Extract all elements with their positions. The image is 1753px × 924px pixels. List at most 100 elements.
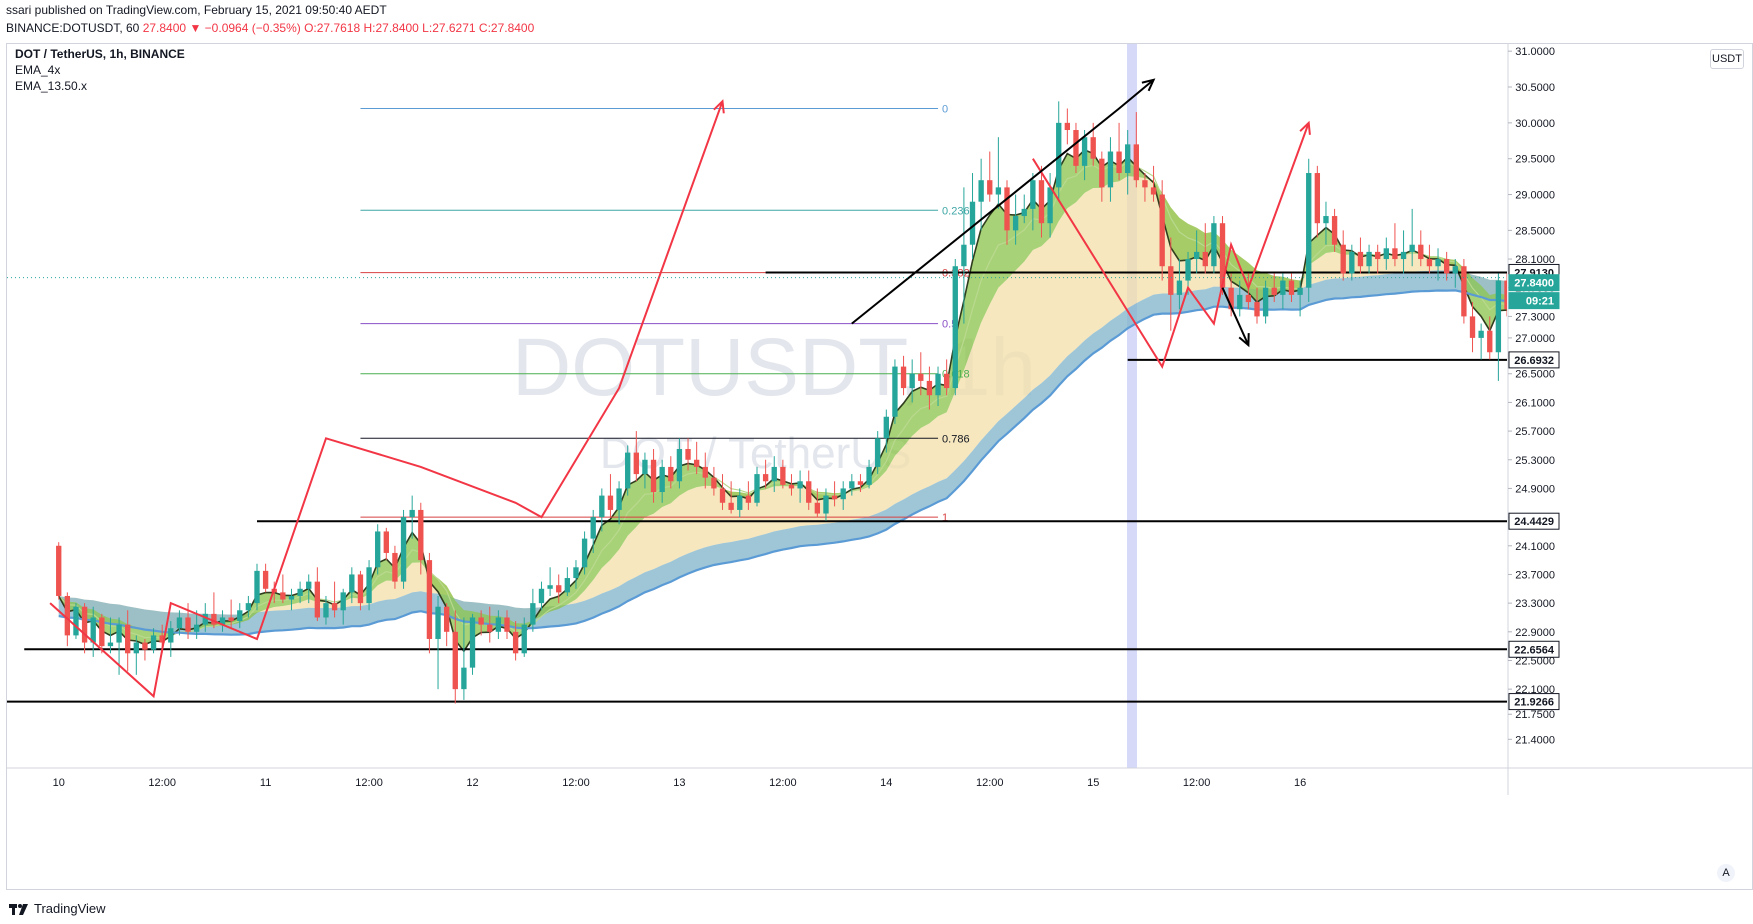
y-tick-label: 22.5000 (1515, 655, 1555, 667)
last-price: 27.8400 (142, 21, 187, 35)
candle-body (469, 617, 476, 668)
currency-button[interactable]: USDT (1710, 49, 1744, 69)
candle-body (633, 452, 639, 475)
red-zigzag-drawing (49, 100, 724, 699)
legend-title[interactable]: DOT / TetherUS, 1h, BINANCE (15, 47, 185, 61)
candle-body (556, 585, 562, 593)
candle-body (806, 481, 812, 503)
candle (521, 617, 527, 657)
candle (1004, 180, 1010, 245)
y-tick-label: 21.4000 (1515, 734, 1555, 746)
candle-body (1099, 158, 1105, 188)
tradingview-logo-icon (9, 903, 28, 915)
candle (1306, 158, 1312, 303)
candle-body (357, 574, 364, 604)
candle (1150, 165, 1157, 202)
candle-body (461, 667, 467, 690)
candle-body (693, 459, 700, 467)
candle-body (849, 481, 855, 489)
candle (1168, 237, 1174, 331)
candle (1504, 273, 1507, 317)
candle (530, 588, 536, 632)
candle-body (400, 517, 407, 582)
candle-body (1228, 287, 1234, 310)
candle-body (1159, 194, 1165, 267)
candle (1487, 316, 1493, 360)
candle-body (1073, 130, 1079, 166)
candle-body (383, 531, 389, 553)
candle (909, 359, 915, 403)
black-down-arrow (1221, 287, 1250, 346)
candle (418, 502, 424, 575)
price-tag: 22.6564 (1508, 640, 1560, 658)
price-tag-label: 21.9266 (1514, 697, 1554, 709)
y-tick-label: 29.5000 (1515, 154, 1555, 166)
x-tick-label: 10 (53, 777, 65, 789)
candle-body (668, 466, 674, 482)
candle (754, 466, 760, 507)
candle-body (202, 613, 208, 625)
candle-body (788, 484, 795, 489)
symbol-ohlc-line: BINANCE:DOTUSDT, 60 27.8400 ▼ −0.0964 (−… (6, 21, 534, 35)
candle (633, 431, 639, 482)
candle-body (1081, 137, 1088, 166)
candle-body (73, 606, 79, 636)
candle-body (1237, 294, 1243, 310)
candle-body (711, 477, 717, 489)
candle (142, 638, 148, 661)
candle (564, 567, 571, 596)
candle (556, 574, 562, 604)
candle-body (702, 466, 708, 478)
candle-body (150, 635, 157, 650)
red-projection-drawing (1032, 122, 1310, 369)
x-tick-label: 12 (466, 777, 478, 789)
candle (1461, 259, 1467, 324)
candle (685, 438, 691, 471)
candle (487, 606, 493, 643)
candle-body (193, 624, 200, 632)
y-tick-label: 25.7000 (1515, 426, 1555, 438)
legend-ema-fast[interactable]: EMA_4x (15, 63, 61, 77)
candle (1237, 280, 1243, 317)
candle (935, 366, 941, 406)
candle (1047, 173, 1053, 238)
candle (1340, 230, 1346, 281)
candle (1426, 244, 1433, 274)
candle-body (1168, 266, 1174, 295)
candle-body (754, 474, 760, 503)
candle (961, 187, 967, 324)
candle (1443, 251, 1450, 281)
candle-body (99, 617, 105, 647)
candle-body (1400, 251, 1407, 260)
candle (1211, 216, 1217, 274)
legend-ema-slow[interactable]: EMA_13.50.x (15, 79, 88, 93)
price-tag-label: 22.6564 (1514, 644, 1555, 656)
price-tag: 09:21 (1508, 292, 1560, 310)
candle (1202, 223, 1208, 274)
candle-body (288, 595, 295, 600)
candle-body (969, 201, 976, 245)
candle (892, 359, 898, 424)
candle-body (1125, 144, 1131, 174)
candle-body (866, 466, 872, 485)
x-tick-label: 12:00 (1183, 777, 1211, 789)
candle-body (762, 474, 769, 482)
candle (1038, 165, 1045, 238)
candle-body (900, 366, 907, 389)
candle (1357, 237, 1364, 274)
candle-body (1116, 151, 1122, 174)
candle (943, 359, 950, 396)
candle (607, 474, 614, 518)
symbol-label: BINANCE:DOTUSDT, 60 (6, 21, 140, 35)
candle-body (616, 488, 622, 510)
candle-body (1021, 208, 1027, 217)
candle (1012, 194, 1019, 245)
auto-scale-button[interactable]: A (1717, 864, 1735, 882)
candle (1133, 112, 1139, 188)
candle-body (1383, 248, 1389, 260)
candle-body (1038, 180, 1045, 224)
candle (469, 613, 476, 675)
x-tick-label: 12:00 (148, 777, 176, 789)
candle-body (375, 531, 381, 568)
